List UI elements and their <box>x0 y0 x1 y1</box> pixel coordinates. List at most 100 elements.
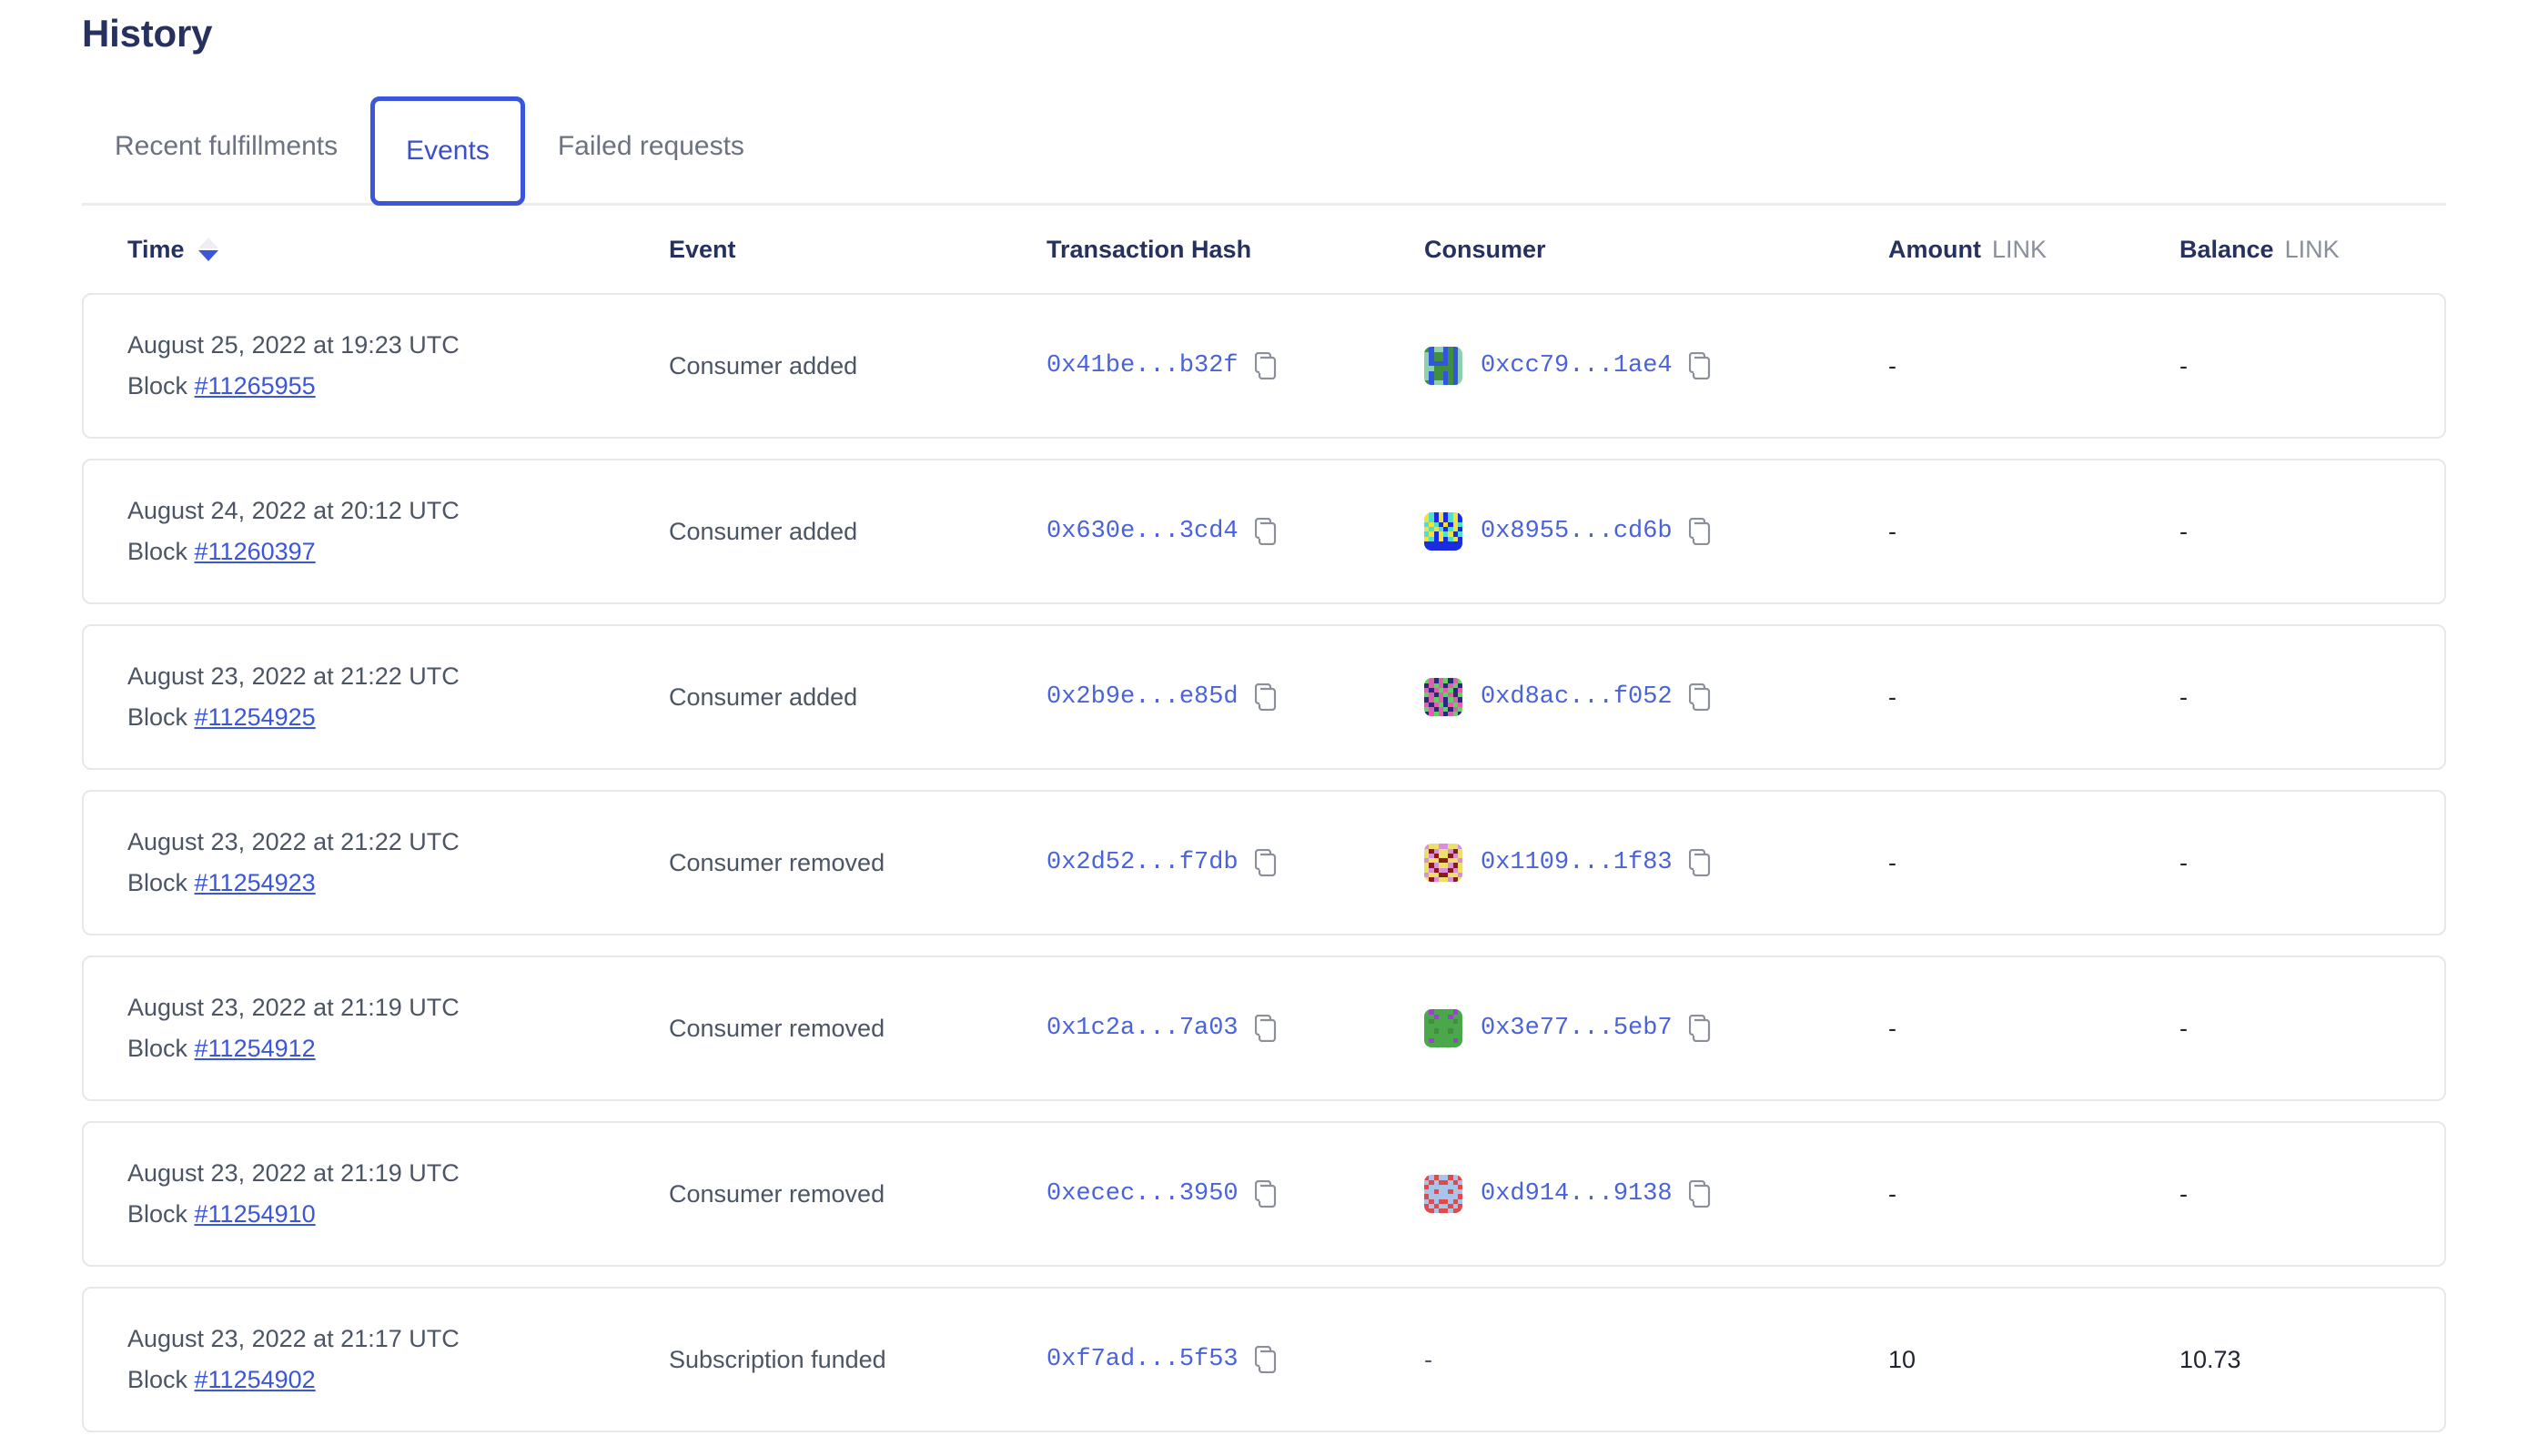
block-number-link[interactable]: #11265955 <box>194 372 316 400</box>
cell-transaction-hash: 0x630e...3cd4 <box>1047 518 1424 546</box>
cell-balance: - <box>2179 352 2471 380</box>
cell-event: Consumer added <box>669 352 1047 380</box>
column-header-balance[interactable]: Balance LINK <box>2179 236 2471 264</box>
cell-transaction-hash: 0x1c2a...7a03 <box>1047 1015 1424 1043</box>
cell-event: Consumer removed <box>669 1180 1047 1208</box>
copy-icon[interactable] <box>1254 683 1279 712</box>
consumer-avatar-icon <box>1424 512 1462 551</box>
row-timestamp: August 23, 2022 at 21:22 UTC <box>127 662 460 691</box>
column-header-transaction-hash[interactable]: Transaction Hash <box>1047 236 1424 264</box>
table-row[interactable]: August 23, 2022 at 21:17 UTC Block #1125… <box>82 1287 2446 1433</box>
transaction-hash-link[interactable]: 0x1c2a...7a03 <box>1047 1015 1239 1043</box>
cell-time: August 23, 2022 at 21:19 UTC Block #1125… <box>127 1159 669 1228</box>
row-timestamp: August 23, 2022 at 21:19 UTC <box>127 1159 460 1188</box>
transaction-hash-link[interactable]: 0x2b9e...e85d <box>1047 683 1239 712</box>
cell-event: Consumer added <box>669 518 1047 546</box>
cell-time: August 23, 2022 at 21:19 UTC Block #1125… <box>127 994 669 1063</box>
row-block: Block #11260397 <box>127 538 460 566</box>
consumer-avatar-icon <box>1424 678 1462 717</box>
block-number-link[interactable]: #11260397 <box>194 538 316 566</box>
consumer-address-link[interactable]: 0xd914...9138 <box>1481 1180 1673 1208</box>
block-number-link[interactable]: #11254902 <box>194 1366 316 1394</box>
block-label: Block <box>127 703 195 732</box>
table-row[interactable]: August 23, 2022 at 21:19 UTC Block #1125… <box>82 956 2446 1102</box>
consumer-avatar-icon <box>1424 347 1462 386</box>
cell-balance: 10.73 <box>2179 1346 2471 1374</box>
cell-consumer: 0xd914...9138 <box>1424 1175 1888 1214</box>
consumer-address-link[interactable]: 0xd8ac...f052 <box>1481 683 1673 712</box>
copy-icon[interactable] <box>1688 352 1713 380</box>
cell-balance: - <box>2179 1015 2471 1043</box>
column-header-event[interactable]: Event <box>669 236 1047 264</box>
row-balance-value: - <box>2179 682 2188 711</box>
cell-amount: 10 <box>1888 1346 2179 1374</box>
block-label: Block <box>127 1200 195 1228</box>
row-balance-value: 10.73 <box>2179 1345 2241 1373</box>
copy-icon[interactable] <box>1254 1180 1279 1208</box>
tab-recent-fulfillments[interactable]: Recent fulfillments <box>82 89 370 203</box>
block-number-link[interactable]: #11254910 <box>194 1200 316 1228</box>
transaction-hash-link[interactable]: 0x630e...3cd4 <box>1047 518 1239 546</box>
cell-balance: - <box>2179 1180 2471 1208</box>
column-header-amount-label: Amount <box>1888 235 1981 263</box>
copy-icon[interactable] <box>1688 849 1713 877</box>
copy-icon[interactable] <box>1254 1015 1279 1043</box>
copy-icon[interactable] <box>1688 518 1713 546</box>
copy-icon[interactable] <box>1688 683 1713 712</box>
cell-transaction-hash: 0x41be...b32f <box>1047 352 1424 380</box>
cell-time: August 23, 2022 at 21:22 UTC Block #1125… <box>127 662 669 732</box>
table-row[interactable]: August 23, 2022 at 21:22 UTC Block #1125… <box>82 790 2446 936</box>
transaction-hash-link[interactable]: 0x41be...b32f <box>1047 352 1239 380</box>
copy-icon[interactable] <box>1254 849 1279 877</box>
table-row[interactable]: August 23, 2022 at 21:22 UTC Block #1125… <box>82 624 2446 771</box>
block-number-link[interactable]: #11254925 <box>194 703 316 732</box>
transaction-hash-link[interactable]: 0xf7ad...5f53 <box>1047 1346 1239 1374</box>
column-header-amount[interactable]: Amount LINK <box>1888 236 2179 264</box>
column-header-consumer[interactable]: Consumer <box>1424 236 1888 264</box>
row-event-name: Consumer added <box>669 351 858 379</box>
block-number-link[interactable]: #11254923 <box>194 869 316 897</box>
consumer-address-link[interactable]: 0x3e77...5eb7 <box>1481 1015 1673 1043</box>
column-header-time[interactable]: Time <box>127 236 669 264</box>
column-header-amount-unit: LINK <box>1991 235 2048 263</box>
consumer-address-link[interactable]: 0xcc79...1ae4 <box>1481 352 1673 380</box>
row-event-name: Consumer removed <box>669 1014 885 1042</box>
tab-events[interactable]: Events <box>370 96 525 207</box>
block-label: Block <box>127 1035 195 1063</box>
cell-amount: - <box>1888 849 2179 877</box>
block-number-link[interactable]: #11254912 <box>194 1035 316 1063</box>
row-event-name: Consumer removed <box>669 1179 885 1208</box>
row-balance-value: - <box>2179 351 2188 379</box>
copy-icon[interactable] <box>1688 1015 1713 1043</box>
transaction-hash-link[interactable]: 0xecec...3950 <box>1047 1180 1239 1208</box>
cell-consumer: 0xd8ac...f052 <box>1424 678 1888 717</box>
row-block: Block #11254925 <box>127 703 460 732</box>
sort-descending-icon[interactable] <box>197 238 219 262</box>
table-row[interactable]: August 24, 2022 at 20:12 UTC Block #1126… <box>82 459 2446 605</box>
cell-balance: - <box>2179 849 2471 877</box>
copy-icon[interactable] <box>1254 352 1279 380</box>
row-amount-value: - <box>1888 682 1896 711</box>
cell-balance: - <box>2179 518 2471 546</box>
table-row[interactable]: August 25, 2022 at 19:23 UTC Block #1126… <box>82 293 2446 440</box>
column-header-consumer-label: Consumer <box>1424 235 1546 263</box>
cell-amount: - <box>1888 352 2179 380</box>
table-row[interactable]: August 23, 2022 at 21:19 UTC Block #1125… <box>82 1121 2446 1268</box>
events-table-body: August 25, 2022 at 19:23 UTC Block #1126… <box>82 293 2446 1433</box>
block-label: Block <box>127 869 195 897</box>
copy-icon[interactable] <box>1688 1180 1713 1208</box>
transaction-hash-link[interactable]: 0x2d52...f7db <box>1047 849 1239 877</box>
column-header-transaction-hash-label: Transaction Hash <box>1047 235 1252 263</box>
copy-icon[interactable] <box>1254 1346 1279 1374</box>
row-event-name: Consumer removed <box>669 848 885 876</box>
consumer-avatar-icon <box>1424 844 1462 883</box>
row-balance-value: - <box>2179 1014 2188 1042</box>
cell-amount: - <box>1888 1015 2179 1043</box>
block-label: Block <box>127 1366 195 1394</box>
consumer-address-link[interactable]: 0x1109...1f83 <box>1481 849 1673 877</box>
tab-failed-requests[interactable]: Failed requests <box>525 89 777 203</box>
consumer-address-link[interactable]: 0x8955...cd6b <box>1481 518 1673 546</box>
copy-icon[interactable] <box>1254 518 1279 546</box>
row-event-name: Subscription funded <box>669 1345 886 1373</box>
block-label: Block <box>127 538 195 566</box>
